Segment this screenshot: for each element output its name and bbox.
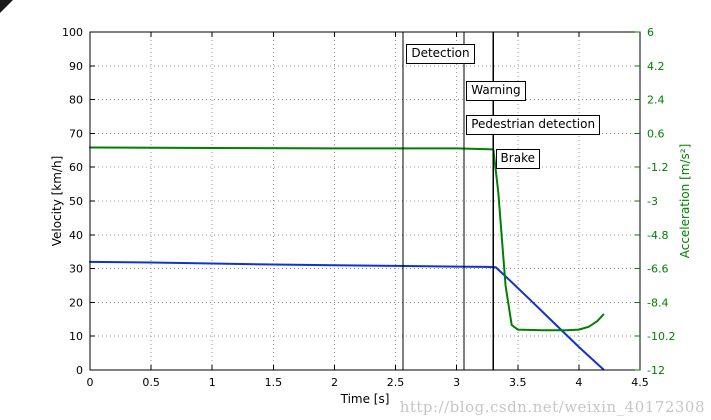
- svg-text:20: 20: [69, 296, 83, 309]
- svg-text:6: 6: [647, 26, 654, 39]
- svg-text:1: 1: [209, 376, 216, 389]
- svg-text:-12: -12: [647, 364, 665, 377]
- svg-text:60: 60: [69, 161, 83, 174]
- svg-text:40: 40: [69, 229, 83, 242]
- svg-text:4: 4: [575, 376, 582, 389]
- svg-text:80: 80: [69, 94, 83, 107]
- svg-text:100: 100: [62, 26, 83, 39]
- svg-text:2.5: 2.5: [387, 376, 405, 389]
- svg-text:3.5: 3.5: [509, 376, 527, 389]
- annotation-brake: Brake: [495, 148, 540, 169]
- annotation-pedestrian-detection: Pedestrian detection: [466, 114, 601, 135]
- svg-text:70: 70: [69, 127, 83, 140]
- annotation-warning: Warning: [466, 81, 526, 102]
- svg-text:50: 50: [69, 195, 83, 208]
- svg-text:-10.2: -10.2: [647, 330, 675, 343]
- annotation-detection: Detection: [406, 43, 475, 64]
- svg-text:1.5: 1.5: [265, 376, 283, 389]
- svg-text:-8.4: -8.4: [647, 296, 668, 309]
- watermark: http://blog.csdn.net/weixin_40172308: [399, 398, 705, 416]
- svg-text:-4.8: -4.8: [647, 229, 668, 242]
- y-axis-label-left: Velocity [km/h]: [50, 155, 64, 247]
- svg-text:0: 0: [87, 376, 94, 389]
- svg-text:10: 10: [69, 330, 83, 343]
- svg-text:-1.2: -1.2: [647, 161, 668, 174]
- x-axis-label: Time [s]: [340, 392, 390, 406]
- svg-text:0.5: 0.5: [142, 376, 160, 389]
- svg-text:0.6: 0.6: [647, 127, 665, 140]
- svg-text:2: 2: [331, 376, 338, 389]
- svg-text:-3: -3: [647, 195, 658, 208]
- y-axis-label-right: Acceleration [m/s²]: [678, 143, 692, 259]
- svg-text:-6.6: -6.6: [647, 263, 668, 276]
- corner-artifact: [0, 0, 13, 13]
- svg-text:4.5: 4.5: [631, 376, 649, 389]
- svg-text:2.4: 2.4: [647, 94, 665, 107]
- svg-text:30: 30: [69, 263, 83, 276]
- svg-text:4.2: 4.2: [647, 60, 665, 73]
- svg-text:3: 3: [453, 376, 460, 389]
- svg-text:0: 0: [76, 364, 83, 377]
- svg-text:90: 90: [69, 60, 83, 73]
